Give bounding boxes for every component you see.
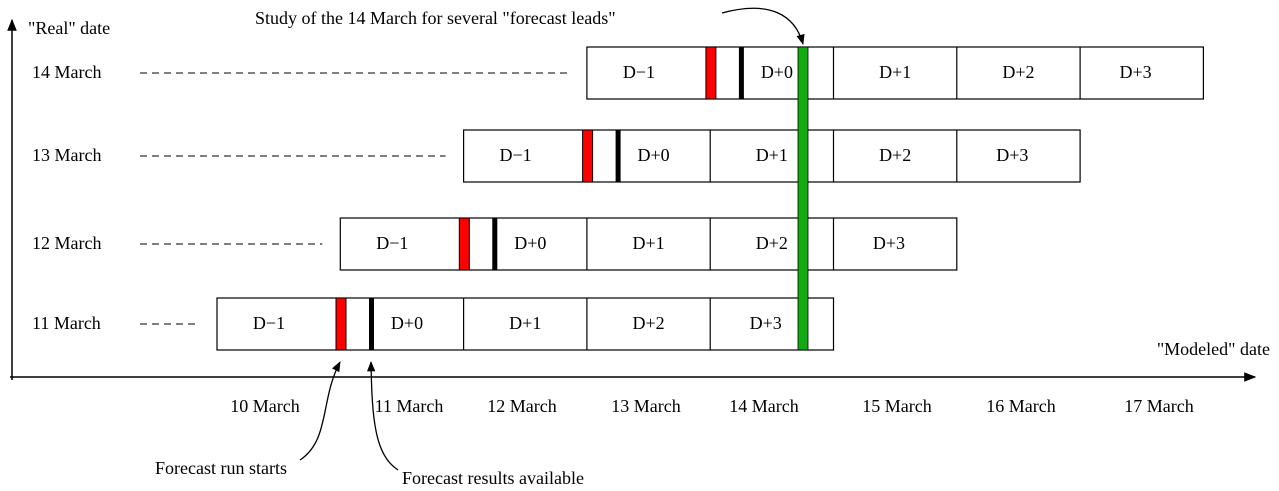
cell-label: D+2 (756, 233, 788, 253)
cell-label: D+0 (638, 145, 670, 165)
cell-label: D+1 (756, 145, 788, 165)
date-label: 13 March (611, 396, 680, 416)
cell-label: D−1 (376, 233, 408, 253)
cell-label: D−1 (623, 62, 655, 82)
study-bar (797, 46, 809, 351)
row-box (463, 129, 1081, 183)
results-marker (492, 218, 498, 270)
results-marker (738, 47, 744, 99)
annotation: Forecast results available (402, 468, 584, 488)
cell-label: D+1 (632, 233, 664, 253)
x-axis-label: "Modeled" date (1157, 339, 1270, 359)
date-label: 12 March (487, 396, 556, 416)
run-start-marker (705, 46, 717, 100)
results-marker (615, 130, 621, 182)
cell-label: D+1 (879, 62, 911, 82)
row-box (586, 46, 1205, 100)
annotation: Forecast run starts (155, 458, 287, 478)
cell-label: D+1 (509, 313, 541, 333)
title: Study of the 14 March for several "forec… (255, 8, 616, 28)
title-arrow (721, 7, 805, 46)
date-label: 16 March (986, 396, 1055, 416)
row-label: 13 March (32, 145, 101, 165)
y-axis-label: "Real" date (28, 18, 110, 38)
annotation-arrow (367, 360, 399, 471)
cell-label: D+2 (632, 313, 664, 333)
results-marker (369, 298, 374, 350)
cell-label: D+3 (996, 145, 1028, 165)
cell-label: D+2 (879, 145, 911, 165)
cell-label: D−1 (500, 145, 532, 165)
annotation-arrow (299, 361, 341, 461)
cell-label: D+3 (1120, 62, 1152, 82)
row-label: 11 March (32, 313, 101, 333)
date-label: 10 March (230, 396, 299, 416)
cell-label: D+0 (514, 233, 546, 253)
run-start-marker (458, 217, 470, 271)
row-label: 12 March (32, 233, 101, 253)
cell-label: D+3 (873, 233, 905, 253)
run-start-marker (335, 297, 347, 351)
date-label: 11 March (375, 396, 444, 416)
date-label: 15 March (862, 396, 931, 416)
cell-label: D−1 (253, 313, 285, 333)
cell-label: D+0 (391, 313, 423, 333)
row-box (339, 217, 958, 271)
cell-label: D+0 (761, 62, 793, 82)
run-start-marker (582, 129, 594, 183)
date-label: 14 March (729, 396, 798, 416)
cell-label: D+2 (1002, 62, 1034, 82)
date-label: 17 March (1124, 396, 1193, 416)
cell-label: D+3 (750, 313, 782, 333)
row-box (216, 297, 835, 351)
row-label: 14 March (32, 62, 101, 82)
